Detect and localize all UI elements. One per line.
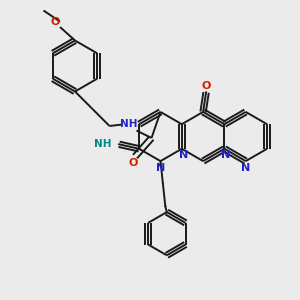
- Text: O: O: [201, 81, 211, 91]
- Text: N: N: [241, 163, 250, 173]
- Text: N: N: [179, 150, 188, 161]
- Text: NH: NH: [94, 139, 111, 149]
- Text: NH: NH: [120, 119, 138, 130]
- Text: N: N: [156, 163, 165, 173]
- Text: O: O: [129, 158, 138, 168]
- Text: N: N: [221, 150, 230, 161]
- Text: O: O: [51, 16, 60, 27]
